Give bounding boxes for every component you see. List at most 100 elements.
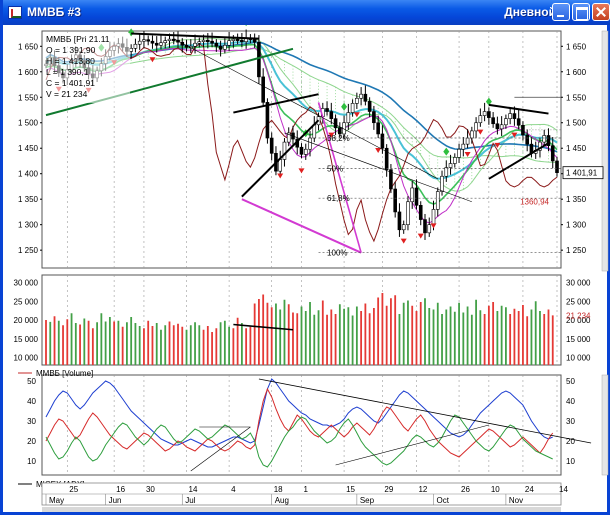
candle-body (325, 108, 329, 112)
fib-label: 100% (327, 249, 347, 258)
volume-bar (470, 314, 473, 365)
volume-last-value: 21 234 (566, 311, 591, 320)
candle-body (482, 111, 487, 116)
chart-canvas[interactable]: 1 650 1 650 1 600 1 600 1 550 1 550 1 500 1 500… (6, 25, 610, 513)
volume-bar (390, 298, 392, 365)
buy-signal-marker (341, 102, 348, 111)
volume-bar (279, 309, 282, 365)
x-month-label: Jun (109, 496, 122, 505)
volume-bar (296, 313, 299, 365)
candle-body (440, 175, 444, 192)
volume-bar (155, 323, 158, 365)
volume-bar (500, 305, 503, 365)
volume-bar (236, 317, 239, 365)
candle-body (159, 42, 163, 46)
timeframe-label[interactable]: Дневной (504, 5, 556, 19)
candle-body (546, 135, 551, 146)
magenta-support-line (241, 198, 362, 254)
volume-bar (104, 321, 107, 365)
candle-body (452, 157, 457, 164)
candle-body (240, 39, 244, 43)
price-ytick-left: 1 300 (18, 221, 39, 230)
candle-body (227, 40, 231, 46)
last-price-box (562, 166, 604, 180)
volume-bar (87, 320, 90, 365)
candle-body (329, 111, 334, 119)
adx-ytick-left: 50 (27, 377, 36, 386)
candle-body (265, 102, 270, 139)
volume-bar (223, 320, 226, 365)
volume-ytick-left: 25 000 (14, 297, 39, 306)
x-month-label: Jul (185, 496, 195, 505)
candle-body (410, 187, 415, 203)
volume-bar (126, 322, 128, 365)
sell-signal-marker (511, 132, 518, 138)
candle-body (171, 38, 176, 41)
price-ytick-right: 1 600 (566, 68, 587, 77)
volume-bar (219, 322, 222, 365)
volume-bar (505, 307, 507, 365)
candle-body (461, 143, 466, 150)
volume-bar (445, 309, 448, 365)
x-day-label: 29 (384, 485, 393, 494)
volume-legend-label: ММВБ [Volume] (36, 369, 93, 378)
info-close: C = 1 401,91 (46, 78, 95, 88)
volume-bar (368, 313, 371, 365)
x-day-label: 1 (304, 485, 309, 494)
volume-bar (543, 314, 546, 365)
volume-bar (206, 326, 209, 365)
volume-bar (326, 314, 328, 365)
volume-bar (513, 308, 516, 365)
close-button[interactable] (592, 3, 610, 21)
x-day-label: 16 (116, 485, 125, 494)
x-day-label: 26 (461, 485, 470, 494)
volume-bar (198, 325, 201, 365)
x-month-label: Sep (360, 496, 375, 505)
volume-bar (372, 308, 375, 365)
candle-body (235, 38, 240, 41)
volume-bar (287, 304, 290, 365)
volume-bar (411, 305, 414, 365)
candle-body (137, 40, 142, 45)
chart-area[interactable]: 1 650 1 650 1 600 1 600 1 550 1 550 1 500 1 500… (6, 25, 610, 515)
candle-body (376, 122, 380, 135)
price-ytick-right: 1 650 (566, 42, 587, 51)
sell-signal-marker (353, 112, 360, 118)
volume-bar (62, 325, 64, 365)
candle-body (142, 39, 146, 42)
thin-diagonal-line-2 (284, 132, 472, 203)
sell-signal-marker (400, 238, 407, 244)
candle-body (491, 117, 495, 125)
volume-bar (534, 301, 537, 365)
volume-bar (172, 325, 175, 365)
volume-bar (292, 312, 294, 365)
minimize-button[interactable] (552, 3, 570, 21)
volume-bar (253, 303, 256, 365)
volume-bar (96, 322, 98, 365)
candle-body (150, 40, 155, 44)
volume-bar (441, 314, 443, 365)
volume-bar (449, 306, 452, 365)
candle-body (550, 145, 555, 162)
sell-signal-marker (277, 173, 284, 179)
candle-body (474, 122, 478, 132)
volume-bar (385, 305, 388, 365)
adx-ytick-left: 20 (27, 437, 36, 446)
volume-bar (134, 323, 137, 365)
horizontal-scrollbar (42, 507, 561, 512)
title-bar[interactable]: ММВБ #3 Дневной (3, 0, 610, 25)
volume-bar (343, 308, 345, 365)
x-month-label: Nov (509, 496, 523, 505)
candle-body (431, 209, 436, 225)
last-price-label: 1 401,91 (566, 169, 598, 178)
price-ytick-left: 1 600 (18, 68, 39, 77)
candle-body (154, 42, 159, 46)
maximize-button[interactable] (572, 3, 590, 21)
volume-bar (321, 300, 324, 365)
candle-body (261, 76, 265, 103)
volume-bar (266, 302, 269, 365)
volume-ytick-right: 20 000 (566, 316, 591, 325)
info-volume: V = 21 234 (46, 89, 88, 99)
candle-body (444, 167, 449, 177)
